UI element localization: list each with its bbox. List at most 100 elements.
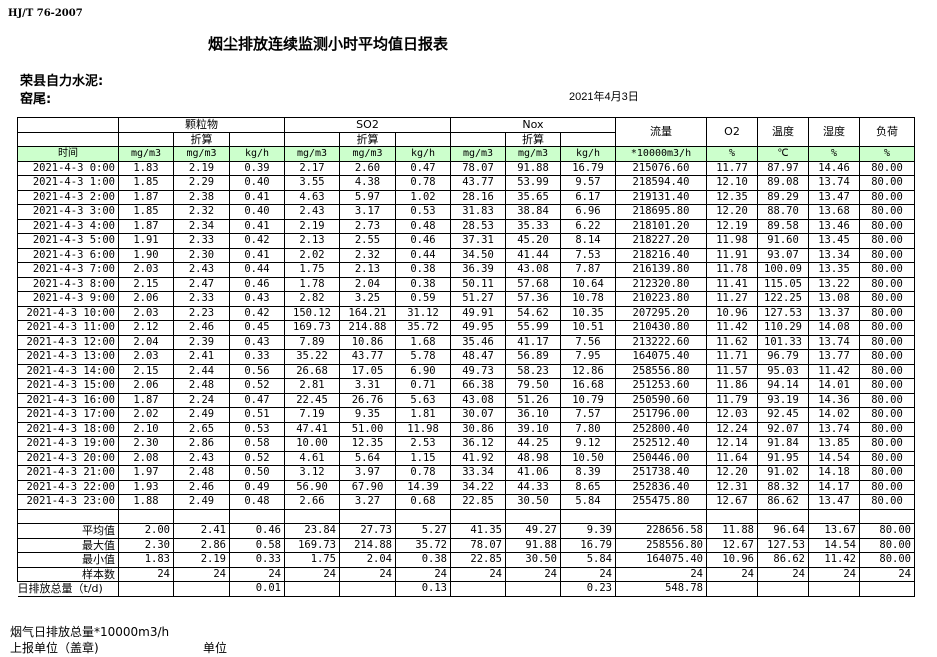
table-row: 2021-4-3 3:00 1.85 2.32 0.40 2.43 3.17 0.53 31.… — [17, 204, 915, 220]
table-cell: 2.44 — [173, 363, 230, 379]
table-cell: 2.24 — [173, 392, 230, 408]
table-row: 2021-4-3 6:00 1.90 2.30 0.41 2.02 2.32 0.44 34.… — [17, 247, 915, 263]
table-cell: 228656.58 — [615, 523, 707, 539]
table-cell: 14.18 — [808, 465, 860, 481]
table-cell: 12.31 — [706, 479, 758, 495]
table-cell — [118, 581, 174, 597]
table-cell: 3.97 — [339, 465, 396, 481]
table-cell: 10.50 — [560, 450, 616, 466]
table-cell: 51.27 — [450, 291, 506, 307]
table-cell: 0.42 — [229, 233, 285, 249]
table-cell: mg/m3 — [450, 146, 506, 162]
table-cell: 101.33 — [757, 334, 809, 350]
table-cell — [808, 508, 860, 524]
table-row-label: 2021-4-3 22:00 — [17, 479, 119, 495]
table-cell: 13.47 — [808, 494, 860, 510]
table-cell: 2.12 — [118, 320, 174, 336]
table-cell: 91.88 — [505, 160, 561, 176]
table-cell — [284, 581, 340, 597]
table-cell: 89.08 — [757, 175, 809, 191]
table-cell: 0.48 — [395, 218, 451, 234]
table-cell: 67.90 — [339, 479, 396, 495]
table-row: 2021-4-3 14:00 2.15 2.44 0.56 26.68 17.05 6.90… — [17, 363, 915, 379]
table-cell: mg/m3 — [118, 146, 174, 162]
table-cell: 1.90 — [118, 247, 174, 263]
table-cell: 0.41 — [229, 189, 285, 205]
table-cell: ℃ — [757, 146, 809, 162]
table-row: 2021-4-3 2:00 1.87 2.38 0.41 4.63 5.97 1.02 28.… — [17, 189, 915, 205]
table-cell — [757, 581, 809, 597]
table-cell: 66.38 — [450, 378, 506, 394]
units-row-label: 时间 — [17, 146, 119, 162]
table-cell: 45.20 — [505, 233, 561, 249]
table-row-label: 2021-4-3 12:00 — [17, 334, 119, 350]
table-cell: 28.16 — [450, 189, 506, 205]
table-cell: 2.46 — [173, 320, 230, 336]
table-cell: kg/h — [395, 146, 451, 162]
header-o2: O2 — [706, 117, 758, 147]
table-cell: 1.85 — [118, 204, 174, 220]
table-cell: 88.70 — [757, 204, 809, 220]
table-cell: 10.64 — [560, 276, 616, 292]
table-row-label: 2021-4-3 14:00 — [17, 363, 119, 379]
table-cell: 2.34 — [173, 218, 230, 234]
table-cell: 13.08 — [808, 291, 860, 307]
table-cell: 11.71 — [706, 349, 758, 365]
table-row: 2021-4-3 22:00 1.93 2.46 0.49 56.90 67.90 14.3… — [17, 479, 915, 495]
table-cell: 86.62 — [757, 494, 809, 510]
table-cell: 24 — [284, 566, 340, 582]
table-cell: 14.02 — [808, 407, 860, 423]
header-flow: 流量 — [615, 117, 707, 147]
table-cell: 2.03 — [118, 305, 174, 321]
table-row-label: 2021-4-3 20:00 — [17, 450, 119, 466]
table-cell: 11.41 — [706, 276, 758, 292]
table-cell: 14.08 — [808, 320, 860, 336]
table-cell: 39.10 — [505, 421, 561, 437]
table-cell: 80.00 — [859, 320, 915, 336]
table-cell: 11.64 — [706, 450, 758, 466]
table-cell: 164075.40 — [615, 552, 707, 568]
table-cell: 212320.80 — [615, 276, 707, 292]
table-cell: 127.53 — [757, 537, 809, 553]
table-cell: 13.47 — [808, 189, 860, 205]
table-cell: 2.49 — [173, 494, 230, 510]
table-cell: 30.07 — [450, 407, 506, 423]
table-cell: 30.50 — [505, 494, 561, 510]
table-cell: 7.95 — [560, 349, 616, 365]
table-cell: 169.73 — [284, 537, 340, 553]
table-cell — [505, 508, 561, 524]
table-cell — [706, 581, 758, 597]
table-cell: 87.97 — [757, 160, 809, 176]
table-cell: 96.79 — [757, 349, 809, 365]
table-cell: 218101.20 — [615, 218, 707, 234]
table-cell: 9.39 — [560, 523, 616, 539]
stats-row-label: 样本数 — [17, 566, 119, 582]
table-cell: 11.27 — [706, 291, 758, 307]
table-cell: 12.03 — [706, 407, 758, 423]
table-row-label: 2021-4-3 11:00 — [17, 320, 119, 336]
table-cell: 5.78 — [395, 349, 451, 365]
table-cell: 13.74 — [808, 334, 860, 350]
table-cell: 79.50 — [505, 378, 561, 394]
table-cell: 0.46 — [229, 523, 285, 539]
table-cell: 35.72 — [395, 537, 451, 553]
table-cell — [118, 508, 174, 524]
table-cell: 2.17 — [284, 160, 340, 176]
table-cell: 80.00 — [859, 421, 915, 437]
table-cell: 2.48 — [173, 465, 230, 481]
table-cell: 80.00 — [859, 291, 915, 307]
table-cell: 51.26 — [505, 392, 561, 408]
table-cell: 41.17 — [505, 334, 561, 350]
table-cell: 91.02 — [757, 465, 809, 481]
table-cell: 218695.80 — [615, 204, 707, 220]
table-cell: 210430.80 — [615, 320, 707, 336]
table-cell: 24 — [339, 566, 396, 582]
table-cell: 5.84 — [560, 494, 616, 510]
table-cell: kg/h — [229, 146, 285, 162]
table-cell: 2.82 — [284, 291, 340, 307]
table-cell: 7.53 — [560, 247, 616, 263]
table-row-label: 2021-4-3 10:00 — [17, 305, 119, 321]
table-cell: 28.53 — [450, 218, 506, 234]
table-cell: 258556.80 — [615, 363, 707, 379]
table-cell: 11.88 — [706, 523, 758, 539]
